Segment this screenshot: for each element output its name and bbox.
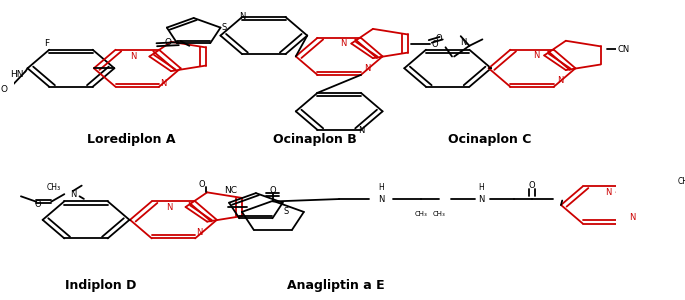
Text: HN: HN — [10, 70, 23, 79]
Text: Lorediplon A: Lorediplon A — [87, 133, 175, 146]
Text: CH₃: CH₃ — [432, 211, 445, 217]
Text: F: F — [45, 39, 49, 48]
Text: O: O — [164, 38, 171, 47]
Text: Anagliptin a E: Anagliptin a E — [288, 279, 385, 292]
Text: S: S — [221, 23, 227, 32]
Text: N: N — [197, 228, 203, 237]
Text: CH₃: CH₃ — [414, 211, 427, 217]
Text: CN: CN — [617, 44, 630, 53]
Text: N: N — [358, 126, 364, 135]
Text: N: N — [364, 64, 371, 73]
Text: H: H — [478, 183, 484, 192]
Text: N: N — [477, 194, 484, 203]
Text: N: N — [70, 190, 76, 199]
Text: N: N — [340, 39, 347, 48]
Text: Ocinaplon C: Ocinaplon C — [448, 133, 532, 146]
Text: N: N — [160, 79, 166, 88]
Text: N: N — [630, 213, 636, 222]
Text: O: O — [270, 186, 276, 195]
Text: H: H — [379, 183, 384, 192]
Text: N: N — [606, 188, 612, 196]
Text: N: N — [460, 38, 466, 47]
Text: O: O — [0, 85, 8, 94]
Text: Indiplon D: Indiplon D — [65, 279, 137, 292]
Text: O: O — [436, 34, 443, 43]
Text: O: O — [432, 40, 438, 49]
Text: N: N — [166, 202, 173, 211]
Text: O: O — [529, 181, 536, 190]
Text: O: O — [35, 200, 42, 209]
Text: CH₃: CH₃ — [47, 183, 60, 192]
Text: N: N — [378, 194, 384, 203]
Text: N: N — [239, 12, 245, 21]
Text: Ocinaplon B: Ocinaplon B — [273, 133, 357, 146]
Text: S: S — [284, 207, 289, 216]
Text: N: N — [533, 51, 540, 60]
Text: N: N — [129, 52, 136, 61]
Text: NC: NC — [224, 186, 237, 195]
Text: N: N — [557, 76, 564, 85]
Text: O: O — [199, 180, 205, 189]
Text: CH₃: CH₃ — [677, 177, 685, 186]
